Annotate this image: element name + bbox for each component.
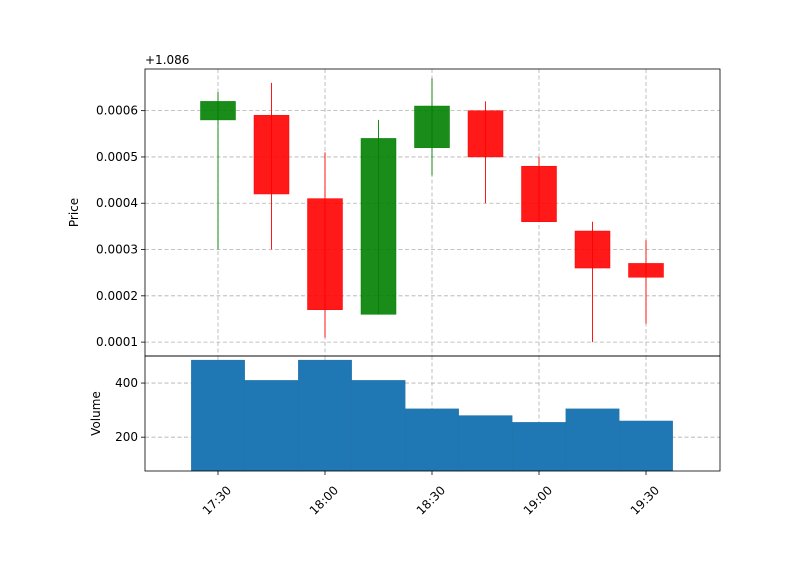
candle-body xyxy=(253,115,290,195)
volume-bar xyxy=(298,359,352,472)
candle-body xyxy=(307,198,343,310)
volume-bar xyxy=(351,380,406,472)
candle-body xyxy=(360,138,397,315)
price-y-tick-label: 0.0005 xyxy=(96,150,138,164)
volume-bar xyxy=(191,359,245,472)
candle-body xyxy=(574,230,611,269)
price-y-tick-label: 0.0001 xyxy=(96,335,138,349)
candle xyxy=(200,92,236,250)
candle xyxy=(521,156,557,223)
price-y-tick-label: 0.0003 xyxy=(96,243,138,257)
volume-bar xyxy=(619,420,673,472)
volume-y-tick-label: 200 xyxy=(115,430,138,444)
volume-y-tick-label: 400 xyxy=(115,376,138,390)
candle-body xyxy=(467,110,504,158)
candle-body xyxy=(521,165,557,223)
volume-panel: 200 400 Volume xyxy=(89,355,721,472)
volume-bar xyxy=(458,415,513,472)
candle xyxy=(467,101,504,204)
candle xyxy=(574,221,611,343)
price-panel: 0.0001 0.0002 0.0003 0.0004 0.0005 0.0006 +1.0… xyxy=(67,53,721,357)
candle xyxy=(307,152,343,338)
price-y-axis-label: Price xyxy=(67,198,81,227)
candle-body xyxy=(628,263,664,278)
candle-body xyxy=(414,105,450,148)
volume-bar xyxy=(244,380,299,472)
candle xyxy=(414,78,450,176)
volume-bar xyxy=(512,422,566,472)
candle xyxy=(360,119,397,315)
volume-axes-frame xyxy=(144,355,721,472)
price-offset-text: +1.086 xyxy=(145,53,189,67)
volume-y-axis-label: Volume xyxy=(89,391,103,436)
volume-bar xyxy=(405,408,459,472)
candle-body xyxy=(200,101,236,121)
price-y-tick-label: 0.0006 xyxy=(96,104,138,118)
volume-bar xyxy=(565,408,620,472)
candle xyxy=(628,240,664,324)
price-y-tick-label: 0.0004 xyxy=(96,196,138,210)
price-y-tick-label: 0.0002 xyxy=(96,289,138,303)
candle xyxy=(253,82,290,250)
